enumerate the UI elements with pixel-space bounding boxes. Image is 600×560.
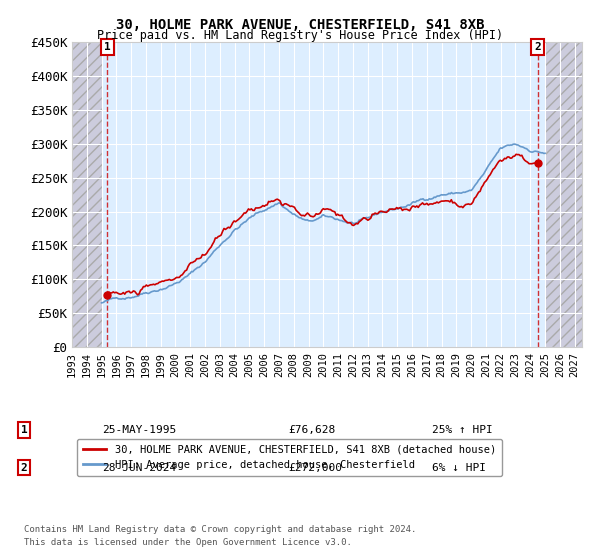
Text: 1: 1 — [104, 42, 111, 52]
Text: 6% ↓ HPI: 6% ↓ HPI — [432, 463, 486, 473]
Text: 25-MAY-1995: 25-MAY-1995 — [102, 425, 176, 435]
Text: £76,628: £76,628 — [288, 425, 335, 435]
Text: £272,000: £272,000 — [288, 463, 342, 473]
Text: 25% ↑ HPI: 25% ↑ HPI — [432, 425, 493, 435]
Text: 30, HOLME PARK AVENUE, CHESTERFIELD, S41 8XB: 30, HOLME PARK AVENUE, CHESTERFIELD, S41… — [116, 18, 484, 32]
Text: 2: 2 — [20, 463, 28, 473]
Bar — [545, 42, 582, 347]
Bar — [72, 42, 101, 347]
Text: 28-JUN-2024: 28-JUN-2024 — [102, 463, 176, 473]
Text: 2: 2 — [534, 42, 541, 52]
Text: 1: 1 — [20, 425, 28, 435]
Text: Contains HM Land Registry data © Crown copyright and database right 2024.: Contains HM Land Registry data © Crown c… — [24, 525, 416, 534]
Legend: 30, HOLME PARK AVENUE, CHESTERFIELD, S41 8XB (detached house), HPI: Average pric: 30, HOLME PARK AVENUE, CHESTERFIELD, S41… — [77, 438, 502, 476]
Text: Price paid vs. HM Land Registry's House Price Index (HPI): Price paid vs. HM Land Registry's House … — [97, 29, 503, 42]
Text: This data is licensed under the Open Government Licence v3.0.: This data is licensed under the Open Gov… — [24, 538, 352, 547]
